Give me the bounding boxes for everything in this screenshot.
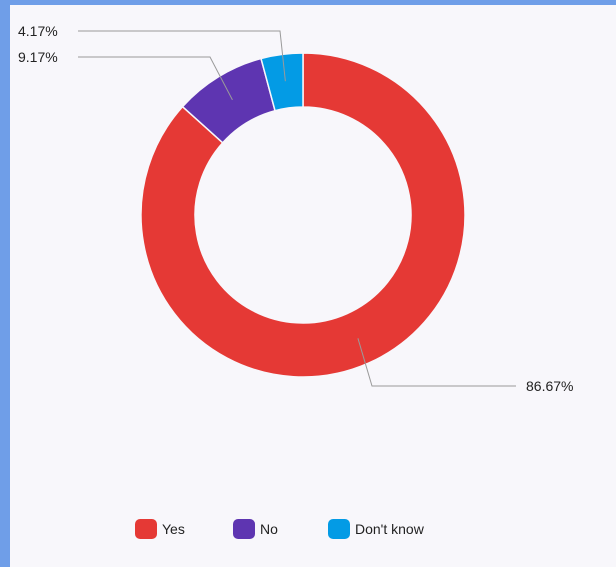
legend-swatch-no [233, 519, 255, 539]
legend-swatch-don-t-know [328, 519, 350, 539]
legend: Yes No Don't know [135, 519, 425, 539]
legend-item-no[interactable]: No [233, 519, 278, 539]
data-label-no: 9.17% [18, 49, 58, 65]
donut-chart: 86.67% 9.17% 4.17% Yes No Don't know [18, 23, 573, 539]
leader-line-yes [357, 338, 516, 387]
slices-group [140, 52, 466, 378]
slice-yes[interactable] [140, 52, 466, 378]
data-labels-group: 86.67% 9.17% 4.17% [18, 23, 573, 394]
legend-swatch-yes [135, 519, 157, 539]
data-label-yes: 86.67% [526, 378, 573, 394]
leader-lines-group [78, 30, 516, 387]
legend-item-yes[interactable]: Yes [135, 519, 185, 539]
legend-item-don-t-know[interactable]: Don't know [328, 519, 425, 539]
legend-label-no: No [260, 521, 278, 537]
legend-label-don-t-know: Don't know [355, 521, 425, 537]
slice-don-t-know[interactable] [260, 52, 304, 112]
leader-line-don-t-know [78, 30, 286, 82]
legend-label-yes: Yes [162, 521, 185, 537]
data-label-don-t-know: 4.17% [18, 23, 58, 39]
leader-line-no [78, 56, 233, 101]
chart-panel: 86.67% 9.17% 4.17% Yes No Don't know [10, 5, 616, 567]
